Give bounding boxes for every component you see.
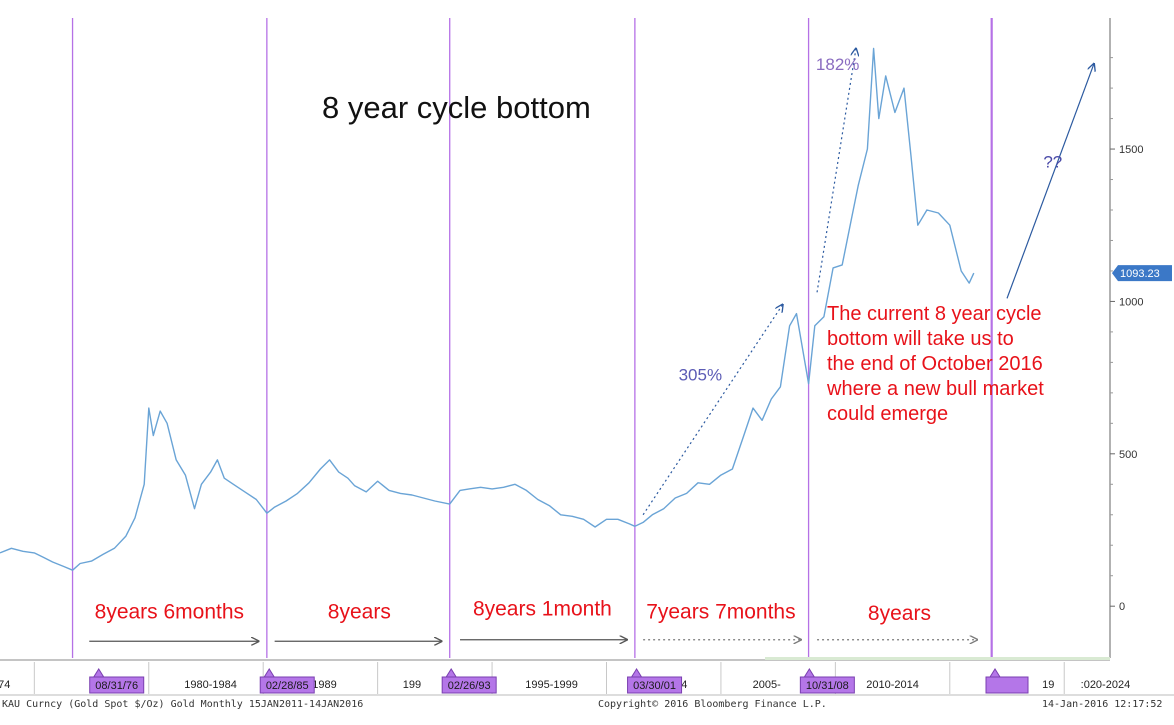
price-series <box>0 47 975 571</box>
trend-arrow <box>1006 64 1094 299</box>
footer-copyright: Copyright© 2016 Bloomberg Finance L.P. <box>598 699 827 710</box>
y-axis: 0 500 1000 1500 1093.23 <box>1109 18 1172 658</box>
cycle-annotations: 8years 6months 8years 8years 1month 7years … <box>89 597 977 641</box>
x-axis: 9749791980-1984985-19891991995-199920042… <box>0 657 1174 696</box>
x-axis-range-bar <box>765 657 1110 660</box>
date-flag <box>89 676 145 694</box>
x-tick-label: 1995-1999 <box>525 679 578 691</box>
date-flag <box>799 676 855 694</box>
date-flag-pointer <box>803 668 816 678</box>
last-value-badge <box>1112 265 1172 282</box>
y-tick-label: 1500 <box>1119 144 1143 156</box>
date-flag-pointer <box>92 668 105 678</box>
date-flag-label: 10/31/08 <box>806 680 849 692</box>
note-line-5: could emerge <box>827 403 948 425</box>
note-line-3: the end of October 2016 <box>827 353 1043 375</box>
x-tick-label: 2010-2014 <box>866 679 919 691</box>
trend-arrow <box>642 304 783 516</box>
footer-security: KAU Curncy (Gold Spot $/Oz) Gold Monthly… <box>2 699 363 710</box>
cycle-bottom-lines <box>71 18 993 658</box>
gain-label: ?? <box>1043 152 1062 171</box>
gain-labels: 305% 182%?? <box>679 55 1063 385</box>
cycle-length-label: 7years 7months <box>646 600 795 623</box>
trend-arrow <box>816 48 856 293</box>
trend-arrows <box>642 48 1094 516</box>
cycle-length-label: 8years <box>328 600 391 623</box>
date-flag-label: 02/28/85 <box>266 680 309 692</box>
last-value-label: 1093.23 <box>1120 268 1160 280</box>
y-tick-label: 0 <box>1119 601 1125 613</box>
cycle-length-label: 8years 1month <box>473 597 612 620</box>
note-line-4: where a new bull market <box>826 378 1044 400</box>
cycle-length-label: 8years <box>868 602 931 625</box>
x-tick-label: 2005- <box>753 679 781 691</box>
date-flag <box>985 676 1029 694</box>
date-flag <box>441 676 497 694</box>
date-flag-pointer <box>630 668 643 678</box>
x-tick-label: 974 <box>0 679 10 691</box>
gold-price-line <box>0 47 975 571</box>
x-tick-label: :020-2024 <box>1081 679 1131 691</box>
date-flag-label: 02/26/93 <box>448 680 491 692</box>
x-tick-label: 1980-1984 <box>184 679 237 691</box>
y-tick-label: 500 <box>1119 449 1137 461</box>
date-flag-pointer <box>263 668 276 678</box>
cycle-length-label: 8years 6months <box>95 600 244 623</box>
y-tick-label: 1000 <box>1119 296 1143 308</box>
gain-label: 305% <box>679 366 722 385</box>
date-flag-pointer <box>989 668 1001 678</box>
footer-timestamp: 14-Jan-2016 12:17:52 <box>1042 699 1162 710</box>
date-flag-pointer <box>445 668 458 678</box>
date-flag-label: 08/31/76 <box>95 680 138 692</box>
date-flag <box>627 676 683 694</box>
chart-title: 8 year cycle bottom <box>322 90 591 125</box>
date-flag <box>259 676 315 694</box>
note-line-1: The current 8 year cycle <box>827 303 1042 325</box>
date-flag-label: 03/30/01 <box>633 680 676 692</box>
cycle-note: The current 8 year cycle bottom will tak… <box>826 303 1044 425</box>
x-tick-label: 199 <box>403 679 421 691</box>
x-axis-band <box>0 660 1174 696</box>
note-line-2: bottom will take us to <box>827 328 1014 350</box>
x-tick-label: 19 <box>1042 679 1054 691</box>
footer: KAU Curncy (Gold Spot $/Oz) Gold Monthly… <box>2 699 1162 710</box>
gain-label: 182% <box>816 55 859 74</box>
